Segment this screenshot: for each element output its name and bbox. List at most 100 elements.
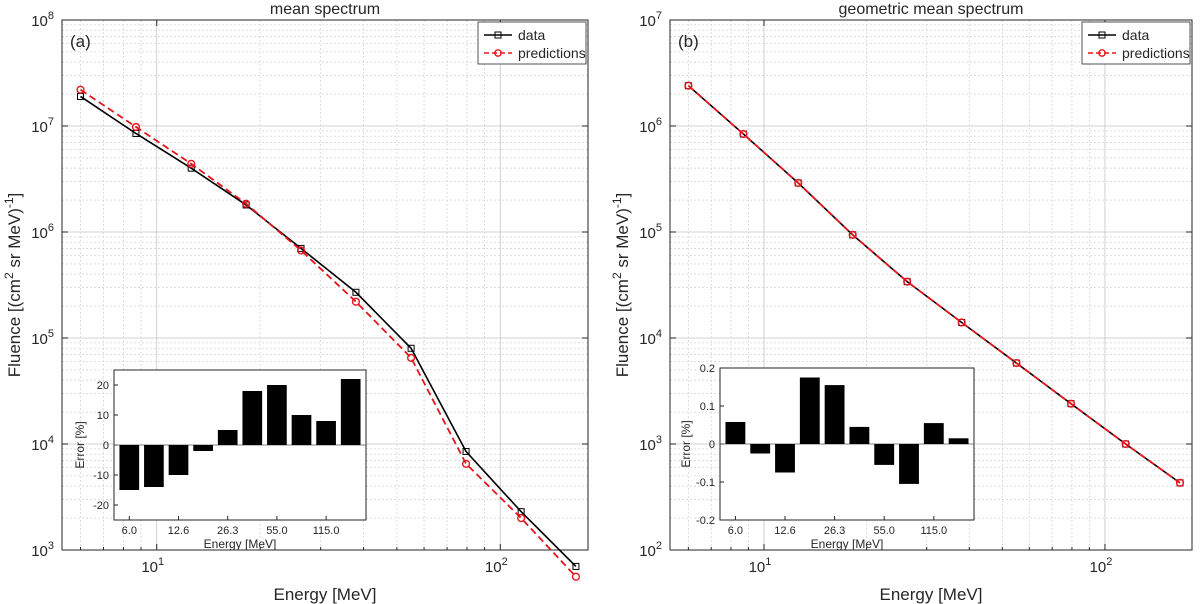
series-data	[77, 92, 580, 570]
x-tick-label: 101	[749, 556, 772, 576]
series-line-data	[80, 95, 577, 567]
inset-x-tick-label: 115.0	[920, 525, 947, 537]
inset-bar	[750, 444, 771, 454]
y-axis-label: Fluence [(cm2 sr MeV)-1]	[610, 193, 632, 378]
inset-bar	[119, 445, 140, 490]
chart-title: mean spectrum	[270, 1, 380, 18]
prediction-point-circle	[76, 85, 85, 94]
inset-bar	[193, 445, 213, 451]
inset-x-tick-label: 26.3	[824, 525, 845, 537]
prediction-point-circle	[406, 353, 416, 362]
y-axis-label: Fluence [(cm2 sr MeV)-1]	[2, 193, 24, 378]
inset-bar	[144, 445, 164, 487]
x-tick-label: 102	[485, 556, 508, 576]
prediction-point-circle	[517, 513, 526, 523]
prediction-point-circle	[351, 297, 361, 306]
inset-error-chart: -20 -10 0 10 20 6.0 12.6 26.3 55.0 115.0 Energy [M…	[73, 369, 367, 551]
panel-label: (b)	[678, 32, 699, 51]
panel-a: 103 104 105 106 107 108 101 102 mean spectrum (a)…	[2, 1, 589, 604]
y-tick-label: 107	[31, 116, 54, 136]
legend-label-predictions: predictions	[1122, 45, 1190, 61]
inset-y-tick-label: -0.1	[696, 477, 715, 489]
inset-x-axis-label: Energy [MeV]	[811, 537, 884, 551]
legend-label-predictions: predictions	[518, 45, 586, 61]
legend-box	[1081, 21, 1191, 65]
legend: data predictions	[1081, 21, 1191, 65]
inset-bar	[775, 444, 795, 473]
inset-bar	[291, 415, 312, 445]
inset-y-axis-label: Error [%]	[73, 421, 87, 468]
legend-label-data: data	[518, 27, 545, 43]
series-predictions	[684, 81, 1185, 487]
inset-y-tick-label: 10	[97, 410, 109, 422]
inset-bar	[849, 426, 870, 444]
inset-y-tick-label: -10	[93, 470, 109, 482]
prediction-point-circle	[1066, 399, 1076, 408]
inset-bar	[923, 423, 944, 444]
prediction-point-circle	[684, 81, 693, 90]
data-point-square	[572, 562, 580, 570]
prediction-point-circle	[187, 159, 196, 168]
legend-marker-circle	[494, 49, 502, 57]
panel-b: 102 103 104 105 106 107 101 102 geometric mean s…	[610, 1, 1193, 604]
panel-label: (a)	[70, 32, 91, 51]
prediction-point-circle	[241, 199, 251, 208]
legend-marker-circle	[1098, 49, 1106, 57]
x-axis-label: Energy [MeV]	[274, 585, 377, 604]
inset-x-tick-label: 55.0	[266, 525, 287, 537]
y-tick-label: 104	[31, 434, 54, 454]
prediction-point-circle	[957, 318, 966, 327]
inset-y-tick-label: -0.2	[696, 515, 715, 527]
inset-bar	[799, 377, 820, 444]
inset-y-tick-label: -20	[93, 500, 109, 512]
inset-x-tick-label: 12.6	[774, 525, 795, 537]
series-line-predictions	[80, 88, 577, 578]
legend-marker-square	[494, 31, 502, 39]
inset-y-tick-label: 0.1	[700, 401, 715, 413]
prediction-point-circle	[1175, 478, 1185, 487]
y-tick-label: 104	[639, 328, 662, 348]
series-predictions	[76, 85, 581, 581]
inset-bar	[316, 421, 336, 445]
prediction-point-circle	[848, 230, 857, 239]
prediction-point-circle	[461, 459, 471, 468]
y-tick-label: 106	[31, 222, 54, 242]
prediction-point-circle	[903, 277, 912, 286]
inset-bar	[874, 444, 895, 465]
inset-y-tick-label: 0	[103, 440, 109, 452]
prediction-point-circle	[571, 572, 581, 581]
inset-x-tick-label: 26.3	[217, 525, 238, 537]
chart-title: geometric mean spectrum	[839, 1, 1024, 18]
y-tick-label: 108	[31, 10, 54, 30]
inset-y-tick-label: 0.2	[700, 363, 715, 375]
inset-bar	[217, 430, 238, 445]
prediction-point-circle	[131, 122, 141, 132]
data-point-square	[187, 164, 195, 172]
x-axis-label: Energy [MeV]	[880, 585, 983, 604]
data-point-square	[407, 344, 415, 352]
inset-x-tick-label: 115.0	[313, 525, 340, 537]
legend: data predictions	[477, 21, 587, 65]
prediction-point-circle	[296, 246, 306, 255]
inset-y-axis-label: Error [%]	[679, 420, 693, 467]
inset-x-tick-label: 55.0	[873, 525, 894, 537]
y-tick-label: 102	[639, 540, 662, 560]
inset-bar	[168, 445, 189, 475]
prediction-point-circle	[739, 129, 748, 139]
inset-bar	[267, 385, 287, 445]
inset-x-axis-label: Energy [MeV]	[204, 537, 277, 551]
inset-x-tick-label: 6.0	[122, 525, 137, 537]
legend-marker-square	[1098, 31, 1106, 39]
inset-bar	[242, 391, 263, 445]
inset-x-tick-label: 6.0	[728, 525, 743, 537]
prediction-point-circle	[1121, 439, 1130, 449]
inset-bar	[824, 385, 845, 444]
inset-bar	[725, 421, 746, 444]
y-tick-label: 105	[639, 222, 662, 242]
series-line-predictions	[687, 85, 1181, 484]
y-tick-label: 103	[639, 434, 662, 454]
x-tick-label: 102	[1090, 556, 1113, 576]
inset-bar	[948, 438, 969, 444]
axes-frame	[61, 19, 589, 551]
